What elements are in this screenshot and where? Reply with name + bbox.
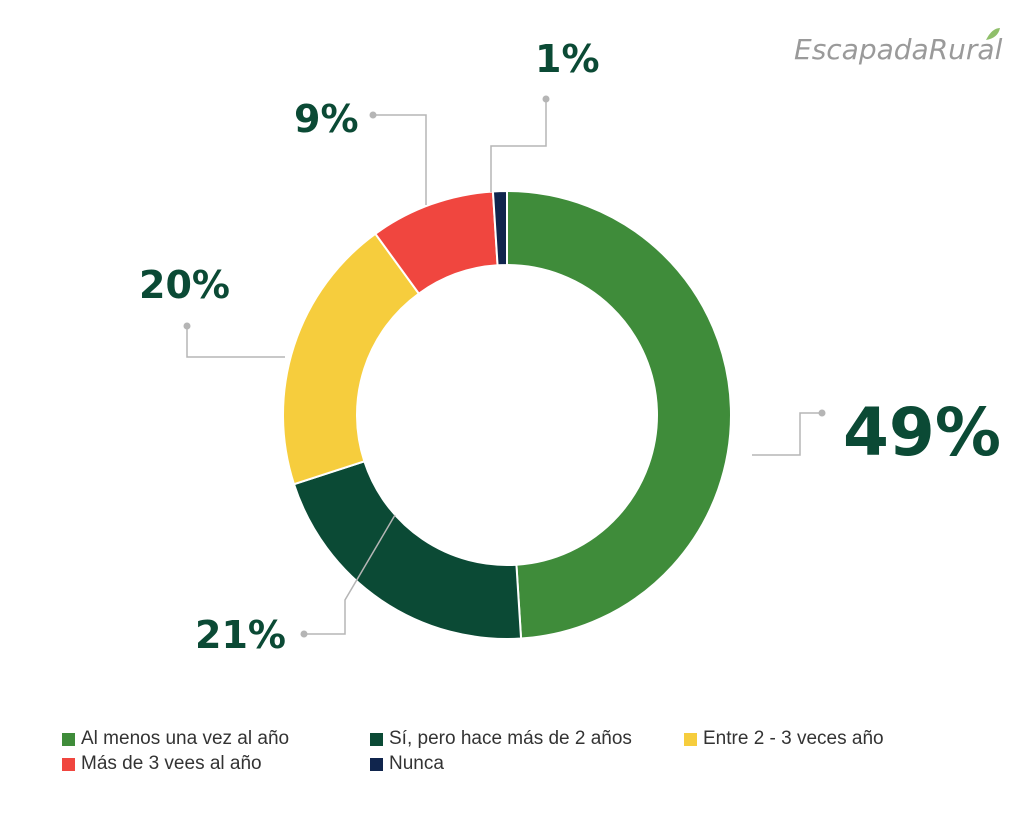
brand-name: EscapadaRural (794, 33, 1003, 66)
leader-line-0 (752, 412, 822, 456)
data-label-1: 21% (195, 613, 286, 657)
leader-dot-1 (300, 630, 308, 638)
legend-item-mas-de-3: Más de 3 vees al año (62, 753, 262, 775)
leader-dot-4 (542, 95, 550, 103)
legend-swatch (62, 732, 75, 746)
data-label-4: 1% (535, 37, 600, 81)
slice-2 (282, 232, 421, 486)
legend-swatch (62, 757, 75, 771)
data-label-2: 20% (139, 263, 230, 307)
legend-item-nunca: Nunca (370, 753, 444, 775)
slices-group (282, 189, 732, 640)
legend-label: Más de 3 vees al año (81, 753, 262, 774)
leader-lines-group (183, 95, 826, 638)
leader-line-2 (186, 326, 285, 358)
leader-line-4 (490, 99, 547, 192)
legend-label: Entre 2 - 3 veces año (703, 728, 884, 749)
leader-dot-2 (183, 322, 191, 330)
legend-item-si-hace-mas: Sí, pero hace más de 2 años (370, 728, 632, 750)
slice-1 (292, 460, 523, 640)
leader-dot-0 (818, 409, 826, 417)
data-labels-group: 49% 21% 20% 9% 1% (139, 37, 1001, 657)
leader-dot-3 (369, 111, 377, 119)
legend-item-entre-2-3: Entre 2 - 3 veces año (684, 728, 884, 750)
data-label-0: 49% (843, 394, 1001, 471)
legend-item-al-menos: Al menos una vez al año (62, 728, 289, 750)
data-label-3: 9% (294, 97, 359, 141)
brand-logo: EscapadaRural (794, 28, 1003, 66)
leader-line-1 (304, 514, 396, 635)
legend-label: Nunca (389, 753, 444, 774)
legend-swatch (684, 732, 697, 746)
slice-0 (506, 189, 732, 640)
legend-label: Sí, pero hace más de 2 años (389, 728, 632, 749)
legend-label: Al menos una vez al año (81, 728, 290, 749)
leader-line-3 (373, 114, 427, 205)
leaf-icon (986, 28, 1000, 40)
slice-4 (491, 189, 508, 267)
legend-swatch (370, 757, 383, 771)
legend-swatch (370, 732, 383, 746)
